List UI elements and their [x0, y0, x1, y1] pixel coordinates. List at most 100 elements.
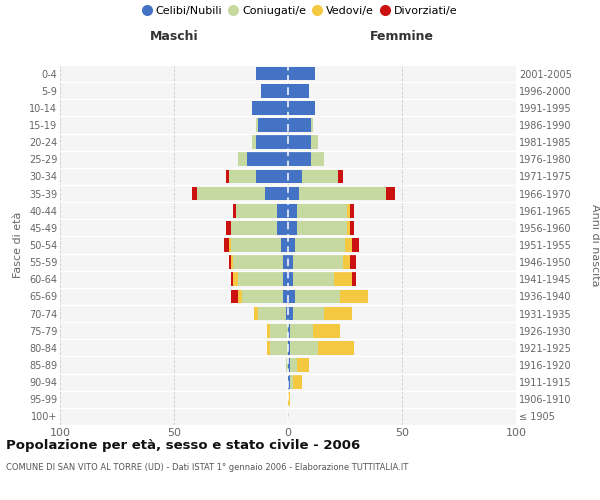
- Bar: [288, 170, 302, 183]
- Bar: [192, 186, 197, 200]
- Bar: [233, 272, 238, 286]
- Bar: [290, 358, 297, 372]
- Bar: [277, 204, 288, 218]
- Bar: [288, 324, 290, 338]
- Bar: [229, 256, 231, 269]
- Bar: [350, 221, 354, 234]
- Bar: [231, 238, 281, 252]
- Bar: [343, 256, 350, 269]
- Bar: [288, 376, 290, 389]
- Bar: [350, 204, 354, 218]
- Text: COMUNE DI SAN VITO AL TORRE (UD) - Dati ISTAT 1° gennaio 2006 - Elaborazione TUT: COMUNE DI SAN VITO AL TORRE (UD) - Dati …: [6, 464, 408, 472]
- Bar: [297, 204, 347, 218]
- Bar: [247, 152, 288, 166]
- Bar: [293, 376, 302, 389]
- Text: Maschi: Maschi: [149, 30, 199, 43]
- Bar: [311, 152, 325, 166]
- Bar: [288, 306, 293, 320]
- Bar: [226, 221, 231, 234]
- Bar: [313, 324, 340, 338]
- Bar: [268, 341, 270, 354]
- Text: Femmine: Femmine: [370, 30, 434, 43]
- Bar: [283, 290, 288, 304]
- Bar: [229, 170, 256, 183]
- Bar: [236, 204, 277, 218]
- Bar: [259, 118, 288, 132]
- Bar: [238, 152, 247, 166]
- Bar: [229, 238, 231, 252]
- Bar: [352, 238, 359, 252]
- Bar: [270, 341, 288, 354]
- Bar: [302, 170, 338, 183]
- Bar: [233, 204, 236, 218]
- Bar: [288, 290, 295, 304]
- Y-axis label: Fasce di età: Fasce di età: [13, 212, 23, 278]
- Bar: [288, 118, 311, 132]
- Bar: [231, 256, 233, 269]
- Bar: [288, 272, 293, 286]
- Bar: [288, 186, 299, 200]
- Bar: [283, 256, 288, 269]
- Bar: [288, 256, 293, 269]
- Bar: [268, 324, 270, 338]
- Bar: [334, 272, 352, 286]
- Bar: [288, 204, 297, 218]
- Bar: [288, 341, 290, 354]
- Bar: [256, 170, 288, 183]
- Bar: [325, 306, 352, 320]
- Bar: [297, 358, 308, 372]
- Bar: [340, 290, 368, 304]
- Bar: [288, 238, 295, 252]
- Bar: [338, 170, 343, 183]
- Bar: [295, 290, 340, 304]
- Bar: [288, 84, 308, 98]
- Bar: [256, 66, 288, 80]
- Bar: [281, 238, 288, 252]
- Bar: [286, 358, 288, 372]
- Bar: [197, 186, 265, 200]
- Bar: [277, 221, 288, 234]
- Bar: [238, 290, 242, 304]
- Bar: [270, 324, 288, 338]
- Bar: [251, 136, 256, 149]
- Legend: Celibi/Nubili, Coniugati/e, Vedovi/e, Divorziati/e: Celibi/Nubili, Coniugati/e, Vedovi/e, Di…: [142, 6, 458, 16]
- Bar: [242, 290, 283, 304]
- Bar: [352, 272, 356, 286]
- Bar: [233, 256, 283, 269]
- Bar: [288, 152, 311, 166]
- Bar: [259, 306, 286, 320]
- Bar: [226, 170, 229, 183]
- Bar: [288, 66, 316, 80]
- Bar: [288, 136, 311, 149]
- Bar: [256, 136, 288, 149]
- Bar: [295, 238, 345, 252]
- Bar: [290, 341, 317, 354]
- Bar: [345, 238, 352, 252]
- Bar: [293, 256, 343, 269]
- Bar: [288, 101, 316, 114]
- Bar: [260, 84, 288, 98]
- Bar: [293, 272, 334, 286]
- Bar: [231, 272, 233, 286]
- Bar: [286, 306, 288, 320]
- Text: Popolazione per età, sesso e stato civile - 2006: Popolazione per età, sesso e stato civil…: [6, 440, 360, 452]
- Bar: [254, 306, 259, 320]
- Bar: [231, 290, 238, 304]
- Bar: [288, 392, 290, 406]
- Bar: [224, 238, 229, 252]
- Bar: [265, 186, 288, 200]
- Bar: [293, 306, 325, 320]
- Bar: [290, 324, 313, 338]
- Bar: [288, 358, 290, 372]
- Bar: [290, 376, 293, 389]
- Bar: [347, 221, 350, 234]
- Bar: [288, 221, 297, 234]
- Bar: [251, 101, 288, 114]
- Bar: [299, 186, 386, 200]
- Bar: [317, 341, 354, 354]
- Bar: [297, 221, 347, 234]
- Bar: [311, 136, 317, 149]
- Bar: [311, 118, 313, 132]
- Bar: [350, 256, 356, 269]
- Bar: [347, 204, 350, 218]
